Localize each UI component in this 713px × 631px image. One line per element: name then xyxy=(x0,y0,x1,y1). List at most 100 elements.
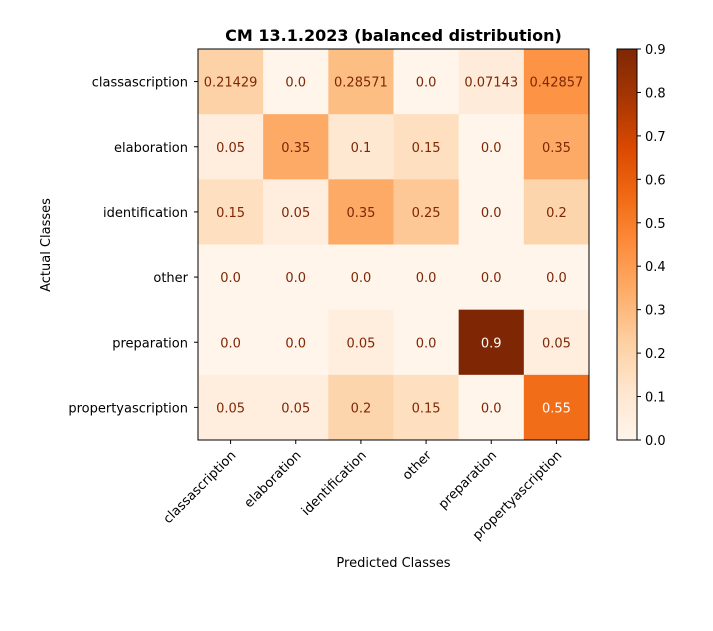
heatmap-cell xyxy=(328,49,394,115)
cell-value-label: 0.05 xyxy=(216,401,245,416)
colorbar-tick-label: 0.9 xyxy=(645,43,666,58)
heatmap-cell xyxy=(458,309,525,376)
cell-value-label: 0.35 xyxy=(542,141,571,156)
heatmap-cell xyxy=(328,244,394,311)
heatmap-cell xyxy=(328,309,394,376)
heatmap-cell xyxy=(523,374,590,441)
heatmap-cell xyxy=(198,114,264,180)
heatmap-cell xyxy=(328,374,394,441)
heatmap-cell xyxy=(523,114,590,180)
cell-value-label: 0.0 xyxy=(285,336,306,351)
cell-value-label: 0.0 xyxy=(481,141,502,156)
heatmap-cell xyxy=(458,374,525,441)
heatmap-cell xyxy=(198,309,264,376)
cell-value-label: 0.35 xyxy=(346,206,375,221)
heatmap-cell xyxy=(328,114,394,180)
heatmap-cells: 0.21429 0.0 0.28571 0.0 0.07143 0.42857 0.05 0.… xyxy=(198,49,590,441)
heatmap-cell xyxy=(263,374,329,441)
cell-value-label: 0.0 xyxy=(285,271,306,286)
cell-value-label: 0.0 xyxy=(416,271,437,286)
cell-value-label: 0.15 xyxy=(216,206,245,221)
x-tick-label: elaboration xyxy=(242,448,305,511)
heatmap-cell xyxy=(458,179,525,245)
cell-value-label: 0.05 xyxy=(346,336,375,351)
colorbar-tick-label: 0.4 xyxy=(645,260,666,275)
cell-value-label: 0.0 xyxy=(220,271,241,286)
colorbar-tick-label: 0.7 xyxy=(645,130,666,145)
cell-value-label: 0.35 xyxy=(281,141,310,156)
cell-value-label: 0.0 xyxy=(416,336,437,351)
y-tick-label: other xyxy=(153,271,188,286)
y-tick-label: classascription xyxy=(92,76,188,91)
heatmap-cell xyxy=(523,244,590,311)
cell-value-label: 0.0 xyxy=(481,271,502,286)
x-tick-labels: classascription elaborationidentification… xyxy=(161,440,565,543)
x-tick-label: other xyxy=(400,448,436,484)
heatmap-cell xyxy=(393,309,460,376)
cell-value-label: 0.15 xyxy=(412,401,441,416)
heatmap-cell xyxy=(523,179,590,245)
cell-value-label: 0.0 xyxy=(416,76,437,91)
cell-value-label: 0.2 xyxy=(351,401,372,416)
heatmap-cell xyxy=(263,114,329,180)
heatmap-cell xyxy=(393,179,460,245)
cell-value-label: 0.0 xyxy=(481,401,502,416)
colorbar-tick-label: 0.8 xyxy=(645,86,666,101)
cell-value-label: 0.05 xyxy=(281,206,310,221)
chart-title: CM 13.1.2023 (balanced distribution) xyxy=(225,26,562,45)
heatmap-cell xyxy=(393,244,460,311)
heatmap-cell xyxy=(263,309,329,376)
cell-value-label: 0.28571 xyxy=(334,76,388,91)
cell-value-label: 0.21429 xyxy=(204,76,258,91)
heatmap-cell xyxy=(458,49,525,115)
heatmap-cell xyxy=(523,309,590,376)
colorbar-ticks: 0.0 0.1 0.2 0.3 0.4 0.5 0.6 0.7 0.8 0.9 xyxy=(637,43,666,449)
cell-value-label: 0.42857 xyxy=(530,76,584,91)
heatmap-cell xyxy=(198,179,264,245)
x-tick-label: identification xyxy=(299,448,370,519)
heatmap-cell xyxy=(198,244,264,311)
heatmap-cell xyxy=(393,49,460,115)
cell-value-label: 0.05 xyxy=(542,336,571,351)
cell-value-label: 0.0 xyxy=(285,76,306,91)
colorbar-tick-label: 0.3 xyxy=(645,304,666,319)
heatmap-cell xyxy=(263,244,329,311)
heatmap-cell xyxy=(458,244,525,311)
heatmap-cell xyxy=(263,179,329,245)
heatmap-cell xyxy=(198,49,264,115)
colorbar-tick-label: 0.6 xyxy=(645,173,666,188)
heatmap-cell xyxy=(393,374,460,441)
cell-value-label: 0.0 xyxy=(351,271,372,286)
cell-value-label: 0.07143 xyxy=(464,76,518,91)
y-tick-label: propertyascription xyxy=(68,401,188,416)
colorbar-tick-label: 0.0 xyxy=(645,434,666,449)
heatmap-cell xyxy=(198,374,264,441)
colorbar-tick-label: 0.2 xyxy=(645,347,666,362)
y-tick-label: preparation xyxy=(112,336,188,351)
cell-value-label: 0.0 xyxy=(546,271,567,286)
cell-value-label: 0.9 xyxy=(481,336,502,351)
colorbar-tick-label: 0.5 xyxy=(645,217,666,232)
x-tick-label: classascription xyxy=(161,448,240,527)
cell-value-label: 0.55 xyxy=(542,401,571,416)
x-axis-label: Predicted Classes xyxy=(336,556,450,571)
plot-frame xyxy=(197,48,590,441)
y-axis-label: Actual Classes xyxy=(39,198,54,292)
cell-value-label: 0.1 xyxy=(351,141,372,156)
cell-value-label: 0.2 xyxy=(546,206,567,221)
heatmap-cell xyxy=(458,114,525,180)
y-tick-labels: classascription elaboration identification… xyxy=(68,76,198,416)
heatmap-cell xyxy=(523,49,590,115)
y-tick-label: elaboration xyxy=(114,141,188,156)
heatmap-cell xyxy=(328,179,394,245)
cell-value-label: 0.0 xyxy=(481,206,502,221)
cell-value-label: 0.05 xyxy=(216,141,245,156)
y-tick-label: identification xyxy=(103,206,188,221)
x-tick-label: preparation xyxy=(436,448,500,512)
cell-value-label: 0.15 xyxy=(412,141,441,156)
colorbar xyxy=(616,48,638,441)
cell-value-label: 0.0 xyxy=(220,336,241,351)
cell-value-label: 0.25 xyxy=(412,206,441,221)
heatmap-cell xyxy=(263,49,329,115)
cell-value-label: 0.05 xyxy=(281,401,310,416)
